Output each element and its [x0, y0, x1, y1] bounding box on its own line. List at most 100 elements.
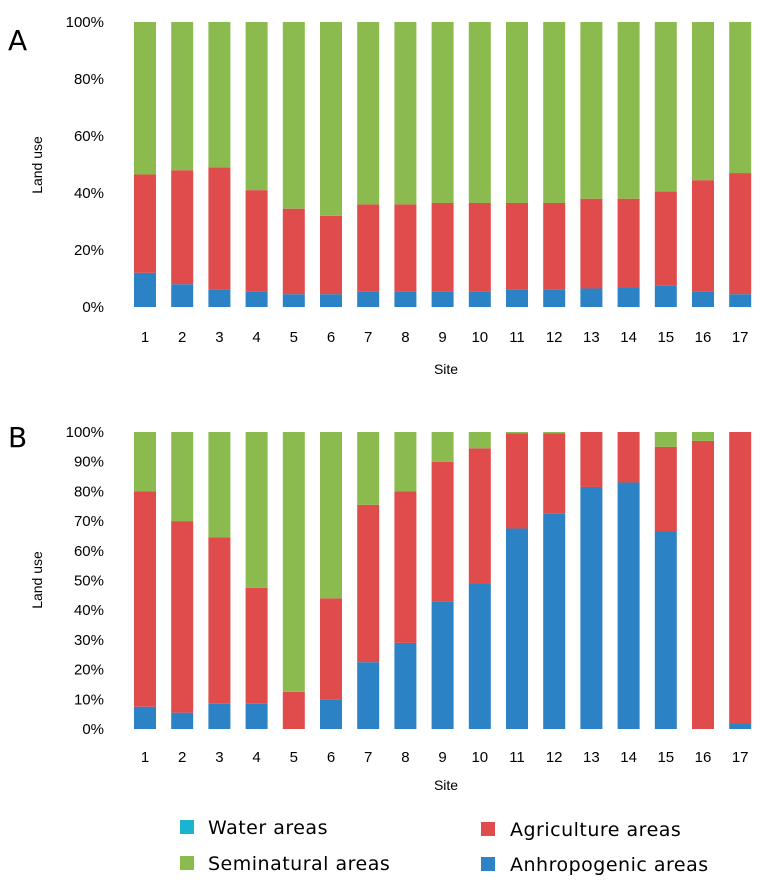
bar-segment	[171, 712, 194, 729]
bar-segment	[394, 22, 417, 205]
x-axis-b: 1 2 3 4 5 6 7 8 9 10 11 12 13 14 15 16 17	[141, 749, 749, 766]
x-tick-label: 8	[401, 329, 409, 346]
y-tick-label: 60%	[74, 128, 104, 145]
legend-item-seminatural: Seminatural areas	[180, 853, 390, 875]
x-tick-label: 4	[252, 329, 260, 346]
x-tick-label: 5	[290, 329, 298, 346]
bar-segment	[617, 432, 640, 483]
y-axis-title-a: Land use	[29, 136, 45, 194]
bar-segment	[729, 294, 752, 307]
x-tick-label: 2	[178, 329, 186, 346]
legend-item-anthropogenic: Anhropogenic areas	[481, 854, 709, 876]
x-tick-label: 7	[364, 749, 372, 766]
bar-segment	[320, 294, 342, 307]
y-tick-label: 60%	[74, 543, 104, 560]
x-tick-label: 6	[327, 749, 335, 766]
bar-segment	[357, 432, 380, 505]
bar-segment	[320, 598, 342, 700]
bar-segment	[171, 284, 194, 307]
bar-segment	[543, 202, 566, 290]
bar-segment	[580, 198, 603, 289]
bar-segment	[394, 432, 417, 492]
bar-segment	[468, 22, 491, 203]
bar-segment	[208, 289, 231, 307]
bar-segment	[468, 202, 491, 292]
bar-segment	[208, 537, 231, 704]
x-tick-label: 13	[583, 329, 600, 346]
bar-segment	[357, 662, 380, 729]
bar-segment	[654, 285, 677, 307]
x-tick-label: 4	[252, 749, 260, 766]
bar-segment	[431, 461, 454, 602]
bar-segment	[692, 22, 714, 181]
bar-segment	[208, 167, 231, 290]
bar-segment	[692, 432, 714, 441]
bar-segment	[282, 22, 305, 209]
bar-segment	[543, 22, 566, 203]
y-tick-label: 80%	[74, 483, 104, 500]
y-tick-label: 80%	[74, 71, 104, 88]
x-tick-label: 11	[509, 749, 525, 766]
y-tick-label: 0%	[82, 721, 104, 738]
bar-segment	[617, 198, 640, 288]
bar-segment	[580, 432, 603, 487]
x-axis-title-a: Site	[434, 361, 458, 377]
y-axis-a: 0% 20% 40% 60% 80% 100%	[66, 14, 104, 316]
bar-segment	[506, 22, 528, 203]
bar-segment	[134, 272, 156, 307]
bar-segment	[729, 22, 752, 174]
bar-segment	[245, 587, 268, 704]
y-tick-label: 50%	[74, 573, 104, 590]
bars-b	[134, 432, 752, 729]
y-tick-label: 0%	[82, 299, 104, 316]
bar-segment	[506, 528, 528, 729]
bar-segment	[543, 289, 566, 307]
bar-segment	[171, 170, 194, 285]
x-tick-label: 6	[327, 329, 335, 346]
bar-segment	[580, 288, 603, 307]
x-tick-label: 14	[620, 749, 637, 766]
bar-segment	[245, 190, 268, 292]
bar-segment	[208, 22, 231, 168]
panel-label-b: B	[8, 421, 27, 454]
bar-segment	[357, 22, 380, 205]
bar-segment	[654, 531, 677, 729]
bar-segment	[320, 432, 342, 599]
bar-segment	[282, 691, 305, 729]
y-tick-label: 40%	[74, 602, 104, 619]
x-tick-label: 8	[401, 749, 409, 766]
legend-swatch-agriculture	[481, 822, 495, 836]
bar-segment	[431, 22, 454, 203]
bar-segment	[506, 289, 528, 307]
x-axis-title-b: Site	[434, 777, 458, 793]
bar-segment	[729, 173, 752, 295]
bar-segment	[654, 432, 677, 447]
x-tick-label: 15	[657, 749, 674, 766]
x-tick-label: 12	[546, 329, 563, 346]
y-axis-title-b: Land use	[29, 551, 45, 609]
bar-segment	[729, 432, 752, 724]
bar-segment	[320, 22, 342, 216]
x-tick-label: 9	[438, 749, 446, 766]
legend-label-water: Water areas	[208, 817, 328, 839]
bar-segment	[357, 291, 380, 307]
bar-segment	[431, 202, 454, 292]
x-tick-label: 1	[141, 329, 149, 346]
bar-segment	[468, 432, 491, 449]
bar-segment	[134, 706, 156, 729]
y-axis-b: 0% 10% 20% 30% 40% 50% 60% 70% 80% 90% 100%	[66, 424, 104, 738]
x-axis-a: 1 2 3 4 5 6 7 8 9 10 11 12 13 14 15 16 17	[141, 329, 749, 346]
x-tick-label: 3	[215, 749, 223, 766]
bar-segment	[580, 486, 603, 729]
panel-label-a: A	[8, 24, 27, 57]
bar-segment	[245, 22, 268, 191]
legend-label-anthropogenic: Anhropogenic areas	[510, 854, 709, 876]
bar-segment	[617, 482, 640, 729]
legend-swatch-seminatural	[180, 856, 194, 870]
chart-panel-b: B Land use Site 0% 10% 20% 30% 40% 50% 60% 70% 8…	[8, 421, 752, 793]
bar-segment	[394, 642, 417, 729]
bar-segment	[282, 208, 305, 295]
legend-item-water: Water areas	[180, 817, 328, 839]
x-tick-label: 7	[364, 329, 372, 346]
